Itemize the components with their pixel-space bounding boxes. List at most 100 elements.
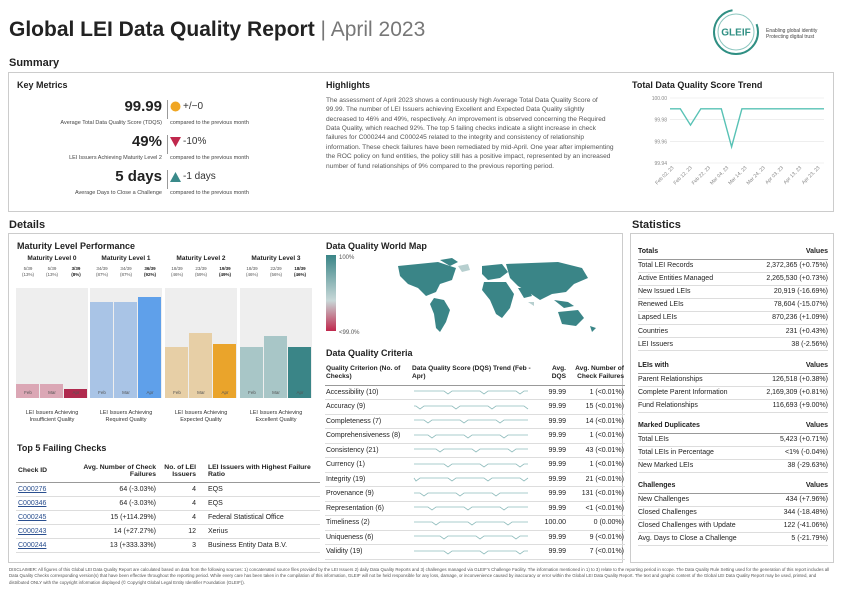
- stat-value: 5 (-21.79%): [769, 532, 828, 546]
- maturity-pct: (46%): [293, 271, 306, 277]
- trend-cell: [411, 486, 537, 502]
- issuers-cell: 4: [158, 482, 198, 497]
- maturity-month-label: Mar: [122, 390, 130, 395]
- maturity-level-title: Maturity Level 3: [251, 255, 301, 262]
- maturity-level-values: 34/39 (87%) 34/39 (87%) 36/39 (92%): [90, 266, 162, 284]
- stat-value: 2,372,365 (+0.75%): [742, 259, 828, 273]
- stat-value: <1% (-0.04%): [754, 446, 828, 460]
- table-row: Countries 231 (+0.43%): [638, 324, 828, 339]
- dqs-sparkline: [414, 419, 528, 424]
- trend-cell: [411, 399, 537, 415]
- trend-cell: [411, 385, 537, 400]
- avg-failures-cell: <1 (<0.01%): [567, 501, 625, 516]
- maturity-count: 34/39: [120, 266, 132, 271]
- trend-series-line: [670, 108, 824, 150]
- maturity-month-value: 36/39 (92%): [138, 266, 162, 277]
- table-row: Parent Relationships 126,518 (+0.38%): [638, 373, 828, 387]
- maturity-month-value: 22/39 (56%): [264, 266, 288, 277]
- maturity-month-value: 5/39 (13%): [40, 266, 64, 277]
- avg-failures-cell: 7 (<0.01%): [567, 544, 625, 560]
- avg-dqs-cell: 99.99: [537, 472, 567, 487]
- maturity-month-label: Feb: [98, 390, 106, 395]
- trend-x-tick: Apr 23, 23: [801, 165, 822, 186]
- neutral-circle-icon: [170, 101, 181, 112]
- avg-dqs-cell: 99.99: [537, 486, 567, 502]
- maturity-month-label: Feb: [173, 390, 181, 395]
- table-row: C000346 64 (-3.03%) 4 EQS: [16, 496, 320, 511]
- table-row: Representation (6) 99.99 <1 (<0.01%): [325, 501, 625, 516]
- criterion-cell: Provenance (9): [325, 486, 411, 502]
- trend-cell: [411, 457, 537, 473]
- criterion-cell: Currency (1): [325, 457, 411, 473]
- tdqs-compare: compared to the previous month: [170, 120, 249, 126]
- stat-value: 122 (-41.06%): [769, 519, 828, 533]
- maturity-count: 19/39: [219, 266, 231, 271]
- maturity-month-value: 34/39 (87%): [90, 266, 114, 277]
- criterion-cell: Representation (6): [325, 501, 411, 516]
- maturity-level-title: Maturity Level 2: [176, 255, 226, 262]
- highest-ratio-cell: EQS: [198, 496, 320, 511]
- table-row: Integrity (19) 99.99 21 (<0.01%): [325, 472, 625, 487]
- stat-value: 344 (-18.48%): [769, 506, 828, 520]
- stat-label: Closed Challenges: [638, 506, 770, 520]
- check-id-link[interactable]: C000276: [18, 485, 47, 493]
- dqs-sparkline: [414, 448, 528, 453]
- criterion-cell: Comprehensiveness (8): [325, 428, 411, 444]
- stat-label: Total LEI Records: [638, 259, 743, 273]
- highest-ratio-cell: Xerius: [198, 524, 320, 539]
- maturity-pct: (92%): [143, 271, 156, 277]
- col-dqs-trend: Data Quality Score (DQS) Trend (Feb - Ap…: [411, 361, 537, 386]
- top-failing-title: Top 5 Failing Checks: [17, 443, 107, 453]
- criteria-title: Data Quality Criteria: [326, 348, 413, 358]
- maturity-month-label: Mar: [272, 390, 280, 395]
- tagline: Enabling global identity Protecting digi…: [766, 28, 817, 40]
- check-id-cell: C000276: [16, 482, 74, 497]
- maturity-count: 3/39: [71, 266, 81, 271]
- world-map-title: Data Quality World Map: [326, 241, 427, 251]
- trend-y-tick: 99.96: [654, 139, 667, 145]
- trend-cell: [411, 443, 537, 458]
- tagline-line-2: Protecting digital trust: [766, 34, 815, 40]
- stat-label: New Issued LEIs: [638, 285, 743, 299]
- highest-ratio-cell: Federal Statistical Office: [198, 510, 320, 525]
- maturity-bar: [264, 336, 287, 398]
- highest-ratio-cell: EQS: [198, 482, 320, 497]
- maturity-pct: (56%): [269, 271, 282, 277]
- table-row: Renewed LEIs 78,604 (-15.07%): [638, 298, 828, 312]
- table-row: Fund Relationships 116,693 (+9.00%): [638, 399, 828, 413]
- table-row: New Challenges 434 (+7.96%): [638, 493, 828, 507]
- maturity-change: -10%: [183, 136, 207, 147]
- avg-dqs-cell: 99.99: [537, 428, 567, 444]
- group-title: Marked Duplicates: [638, 418, 755, 434]
- check-id-link[interactable]: C000245: [18, 513, 47, 521]
- check-id-link[interactable]: C000244: [18, 541, 47, 549]
- world-map: [398, 258, 596, 332]
- check-id-link[interactable]: C000243: [18, 527, 47, 535]
- table-row: Accuracy (9) 99.99 15 (<0.01%): [325, 399, 625, 415]
- metric-divider: [167, 170, 168, 189]
- maturity-pct: (46%): [170, 271, 183, 277]
- maturity-bar: [240, 347, 263, 398]
- maturity-level-footer: LEI Issuers Achieving Insufficient Quali…: [25, 410, 79, 424]
- check-id-link[interactable]: C000346: [18, 499, 47, 507]
- tdqs-label: Average Total Data Quality Score (TDQS): [60, 120, 162, 126]
- maturity-bar: [288, 347, 311, 398]
- highlights-text: The assessment of April 2023 shows a con…: [326, 97, 614, 170]
- stat-value: 116,693 (+9.00%): [750, 399, 828, 413]
- avg-dqs-cell: 100.00: [537, 515, 567, 531]
- maturity-month-label: Mar: [197, 390, 205, 395]
- check-id-cell: C000244: [16, 538, 74, 553]
- trend-x-tick: Apr 03, 23: [764, 165, 785, 186]
- check-id-cell: C000243: [16, 524, 74, 539]
- statistics-group-table: Challenges Values New Challenges 434 (+7.96…: [638, 478, 828, 546]
- trend-x-tick: Mar 24, 23: [746, 165, 767, 186]
- table-row: Closed Challenges with Update 122 (-41.06…: [638, 519, 828, 533]
- maturity-bar: [114, 302, 137, 398]
- statistics-heading: Statistics: [632, 219, 681, 231]
- col-check-id: Check ID: [16, 460, 74, 483]
- key-metrics-title: Key Metrics: [17, 80, 68, 90]
- avg-failures-cell: 43 (<0.01%): [567, 443, 625, 458]
- maturity-month-label: Apr: [146, 390, 154, 395]
- table-row: Closed Challenges 344 (-18.48%): [638, 506, 828, 520]
- maturity-count: 36/39: [144, 266, 156, 271]
